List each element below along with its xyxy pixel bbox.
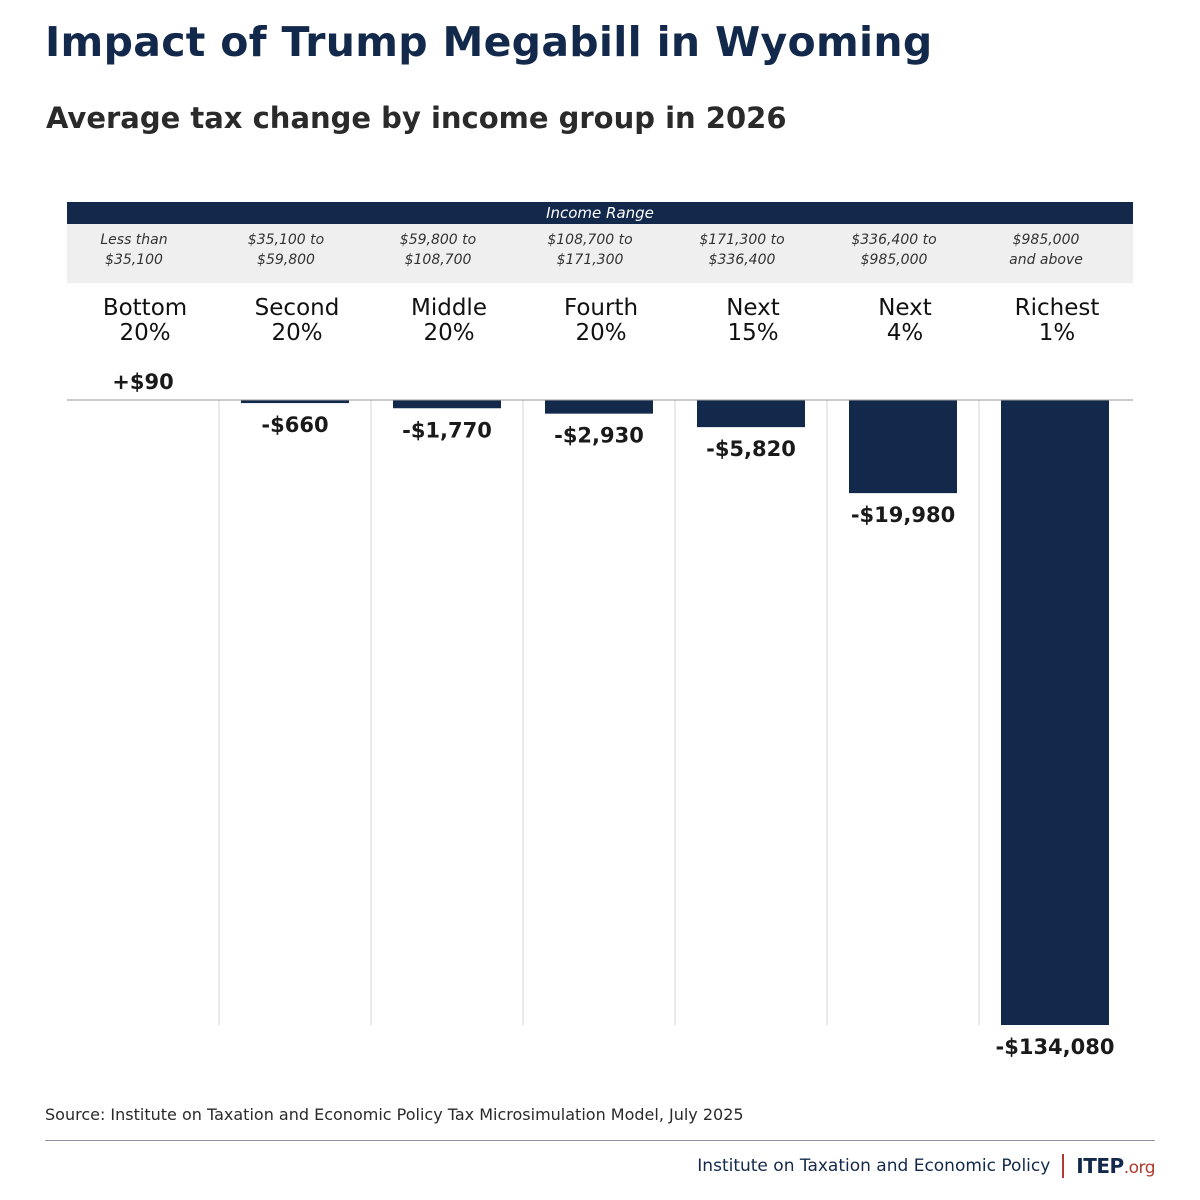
bar [393,400,501,409]
group-label-line: 20% [575,320,627,346]
group-label-line: Fourth [563,295,639,321]
income-range-line: $985,000 [860,252,928,268]
group-label-line: Richest [1014,295,1100,321]
footer-separator [1062,1154,1065,1178]
group-label-line: 1% [1038,320,1076,346]
group-label-line: Next [878,295,932,321]
group-label: Richest 1% [981,296,1133,346]
footer-org-name: Institute on Taxation and Economic Polic… [697,1156,1051,1176]
group-label-line: 4% [886,320,924,346]
income-range-line: Less than [100,232,168,248]
bar-value-label: -$2,930 [554,424,644,448]
income-range-line: $35,100 to [247,232,325,248]
income-range-line: $59,800 [257,252,315,268]
group-label-line: Middle [411,295,487,321]
group-label-line: 20% [423,320,475,346]
source-note: Source: Institute on Taxation and Econom… [45,1105,744,1124]
bar [1001,400,1109,1025]
bar-value-label: -$5,820 [706,437,796,461]
group-label: Second 20% [221,296,373,346]
income-range-cell: $171,300 to $336,400 [666,230,818,270]
logo-text: ITEP [1076,1154,1124,1178]
group-label: Bottom 20% [69,296,221,346]
income-range-line: $108,700 to [547,232,633,248]
bar [697,400,805,428]
bar-value-label: -$1,770 [402,418,492,442]
bar-value-label: -$134,080 [996,1035,1115,1059]
group-label-line: Bottom [102,295,188,321]
footer: Institute on Taxation and Economic Polic… [697,1152,1156,1180]
chart-subtitle: Average tax change by income group in 20… [46,101,787,135]
income-range-cell: $336,400 to $985,000 [818,230,970,270]
income-range-line: $171,300 to [699,232,785,248]
group-label: Middle 20% [373,296,525,346]
footer-divider [45,1140,1155,1141]
bar [849,400,957,494]
income-range-line: $336,400 [708,252,776,268]
income-range-line: $985,000 [1012,232,1080,248]
group-label-line: 20% [271,320,323,346]
group-label: Fourth 20% [525,296,677,346]
group-label: Next 4% [829,296,981,346]
group-label-line: Second [254,295,340,321]
income-range-cell: $35,100 to $59,800 [210,230,362,270]
bar [545,400,653,414]
itep-logo[interactable]: ITEP.org [1076,1154,1155,1178]
group-label-line: Next [726,295,780,321]
logo-suffix: .org [1123,1158,1156,1178]
income-range-line: $59,800 to [399,232,477,248]
bar [241,400,349,404]
bar-value-label: -$19,980 [851,503,955,527]
income-range-header: Income Range [67,202,1133,224]
bar-value-label: +$90 [112,370,173,394]
group-label-line: 20% [119,320,171,346]
income-range-line: $108,700 [404,252,472,268]
income-range-line: $171,300 [556,252,624,268]
group-label: Next 15% [677,296,829,346]
chart-title: Impact of Trump Megabill in Wyoming [45,18,933,66]
income-range-cell: Less than $35,100 [58,230,210,270]
income-range-line: $336,400 to [851,232,937,248]
income-range-cell: $108,700 to $171,300 [514,230,666,270]
income-range-cell: $985,000 and above [970,230,1122,270]
income-range-line: $35,100 [105,252,163,268]
income-range-band [67,224,1133,283]
income-range-cell: $59,800 to $108,700 [362,230,514,270]
group-label-line: 15% [727,320,779,346]
bar-value-label: -$660 [261,413,328,437]
income-range-line: and above [1009,252,1083,268]
